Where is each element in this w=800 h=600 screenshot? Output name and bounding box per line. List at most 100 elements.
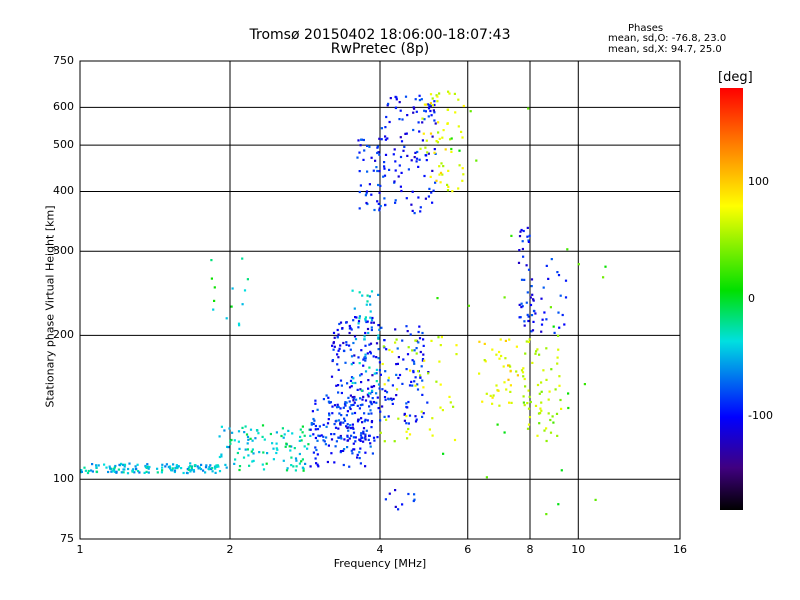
data-point — [314, 446, 317, 449]
colorbar-tick-label: 0 — [748, 292, 755, 305]
data-point — [402, 358, 405, 361]
data-point — [392, 397, 395, 401]
data-point — [358, 317, 361, 320]
data-point — [373, 208, 376, 212]
data-point — [331, 412, 334, 415]
data-point — [382, 345, 385, 348]
data-point — [356, 404, 359, 407]
data-point — [272, 447, 275, 450]
data-point — [523, 404, 526, 407]
data-point — [373, 439, 376, 442]
data-point — [344, 361, 347, 364]
data-point — [412, 360, 416, 363]
data-point — [413, 107, 416, 110]
data-point — [359, 438, 362, 442]
data-point — [189, 462, 192, 465]
data-point — [495, 353, 498, 356]
data-point — [332, 348, 335, 351]
data-point — [360, 436, 363, 440]
data-point — [218, 435, 221, 438]
data-point — [328, 414, 331, 417]
data-point — [449, 138, 452, 141]
data-point — [431, 104, 434, 107]
data-point — [523, 377, 526, 381]
data-point — [398, 101, 401, 104]
data-point — [387, 376, 390, 379]
data-point — [337, 384, 340, 387]
data-point — [353, 335, 357, 338]
data-point — [552, 421, 555, 424]
data-point — [335, 440, 338, 443]
data-point — [156, 467, 159, 470]
data-point — [331, 405, 334, 408]
data-point — [452, 405, 455, 408]
data-point — [358, 315, 361, 318]
data-point — [363, 437, 366, 440]
data-point — [322, 435, 325, 438]
data-point — [394, 328, 397, 331]
data-point — [364, 359, 367, 362]
data-point — [352, 403, 355, 406]
data-point — [372, 355, 375, 358]
data-point — [316, 439, 319, 442]
data-point — [566, 248, 569, 251]
data-point — [356, 456, 359, 459]
data-point — [376, 200, 379, 203]
data-point — [536, 348, 539, 351]
data-point — [365, 320, 368, 324]
data-point — [447, 185, 450, 188]
data-point — [86, 471, 90, 475]
data-point — [295, 459, 298, 462]
data-point — [530, 278, 534, 281]
data-point — [388, 120, 391, 124]
data-point — [520, 278, 524, 281]
data-point — [220, 453, 223, 456]
data-point — [431, 434, 434, 437]
data-point — [364, 318, 367, 321]
data-point — [227, 446, 230, 449]
data-point — [372, 436, 376, 439]
data-point — [371, 397, 374, 400]
data-point — [415, 160, 418, 163]
data-point — [442, 165, 445, 168]
data-point — [536, 434, 539, 437]
data-point — [432, 109, 435, 112]
data-point — [422, 132, 425, 135]
data-point — [534, 312, 537, 315]
data-point — [123, 465, 126, 468]
data-point — [243, 289, 247, 292]
data-point — [407, 400, 410, 404]
data-point — [406, 114, 409, 117]
data-point — [557, 311, 560, 314]
x-tick-label: 10 — [571, 543, 586, 556]
data-point — [444, 148, 447, 151]
data-point — [366, 393, 369, 396]
data-point — [300, 439, 303, 442]
data-point — [365, 190, 369, 193]
data-point — [301, 466, 304, 469]
data-point — [127, 467, 130, 471]
data-point — [346, 410, 349, 413]
data-point — [369, 400, 372, 403]
data-point — [353, 395, 356, 399]
data-point — [545, 439, 548, 443]
data-point — [370, 326, 373, 329]
data-point — [395, 363, 398, 366]
data-point — [543, 311, 546, 314]
data-point — [231, 431, 234, 434]
data-point — [547, 412, 550, 415]
data-point — [483, 342, 486, 345]
data-point — [563, 323, 566, 326]
data-point — [312, 422, 315, 425]
data-point — [352, 448, 355, 451]
data-point — [326, 460, 329, 464]
data-point — [526, 226, 529, 229]
data-point — [446, 108, 450, 111]
data-point — [399, 185, 402, 188]
data-point — [251, 439, 254, 442]
data-point — [246, 448, 249, 451]
data-point — [266, 452, 269, 455]
data-point — [352, 436, 355, 439]
data-point — [390, 398, 393, 402]
data-point — [352, 397, 355, 400]
